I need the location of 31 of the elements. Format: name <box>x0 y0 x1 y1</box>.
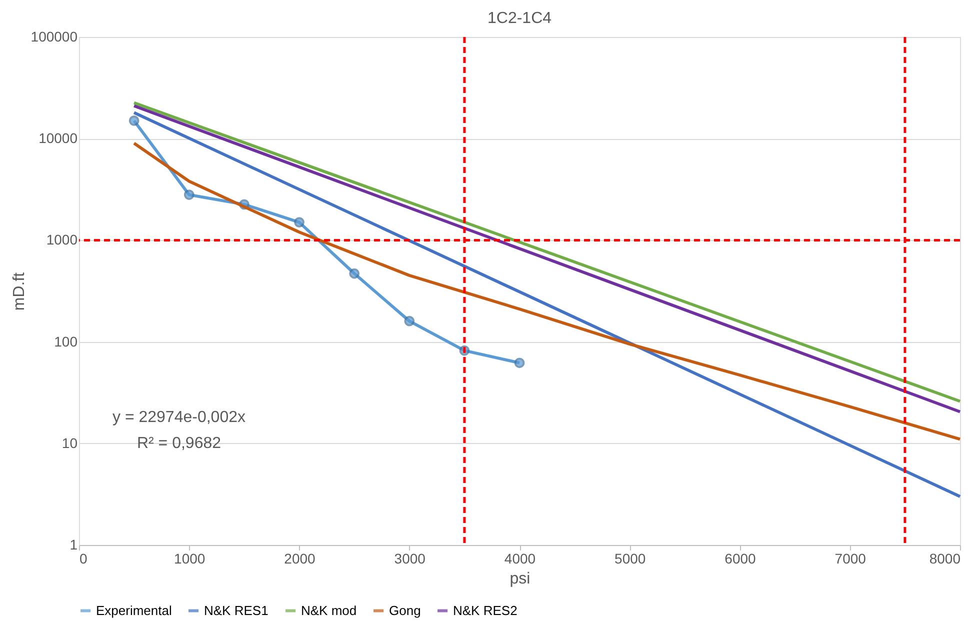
legend-label: Experimental <box>96 602 172 618</box>
y-tick-label: 100000 <box>30 28 78 44</box>
x-tick-label: 5000 <box>614 550 646 566</box>
x-tick-label: 6000 <box>724 550 756 566</box>
y-tick-label: 10000 <box>38 130 78 146</box>
point <box>294 217 304 228</box>
chart-title: 1C2-1C4 <box>487 10 552 27</box>
point <box>184 190 194 200</box>
legend-label: N&K RES1 <box>204 602 268 618</box>
x-tick-label: 8000 <box>929 550 961 566</box>
annotation: y = 22974e-0,002x <box>112 409 246 426</box>
annotation: R² = 0,9682 <box>136 435 222 452</box>
x-tick-label: 0 <box>80 550 88 566</box>
x-axis-title: psi <box>510 570 530 588</box>
y-tick-label: 1 <box>70 536 78 552</box>
legend-label: Gong <box>389 602 421 618</box>
x-tick-label: 4000 <box>504 550 536 566</box>
point <box>404 316 415 326</box>
x-tick-label: 7000 <box>834 550 866 566</box>
x-tick-label: 1000 <box>174 550 206 566</box>
y-axis-title: mD.ft <box>10 272 28 311</box>
y-tick-label: 10 <box>62 434 78 451</box>
legend-label: N&K mod <box>301 602 357 618</box>
point <box>349 268 360 279</box>
x-tick-label: 2000 <box>284 550 316 566</box>
y-tick-label: 100 <box>54 333 78 350</box>
point <box>514 358 525 368</box>
x-tick-label: 3000 <box>394 550 426 566</box>
legend-label: N&K RES2 <box>453 602 518 618</box>
y-tick-label: 1000 <box>46 232 78 248</box>
point <box>128 116 140 126</box>
